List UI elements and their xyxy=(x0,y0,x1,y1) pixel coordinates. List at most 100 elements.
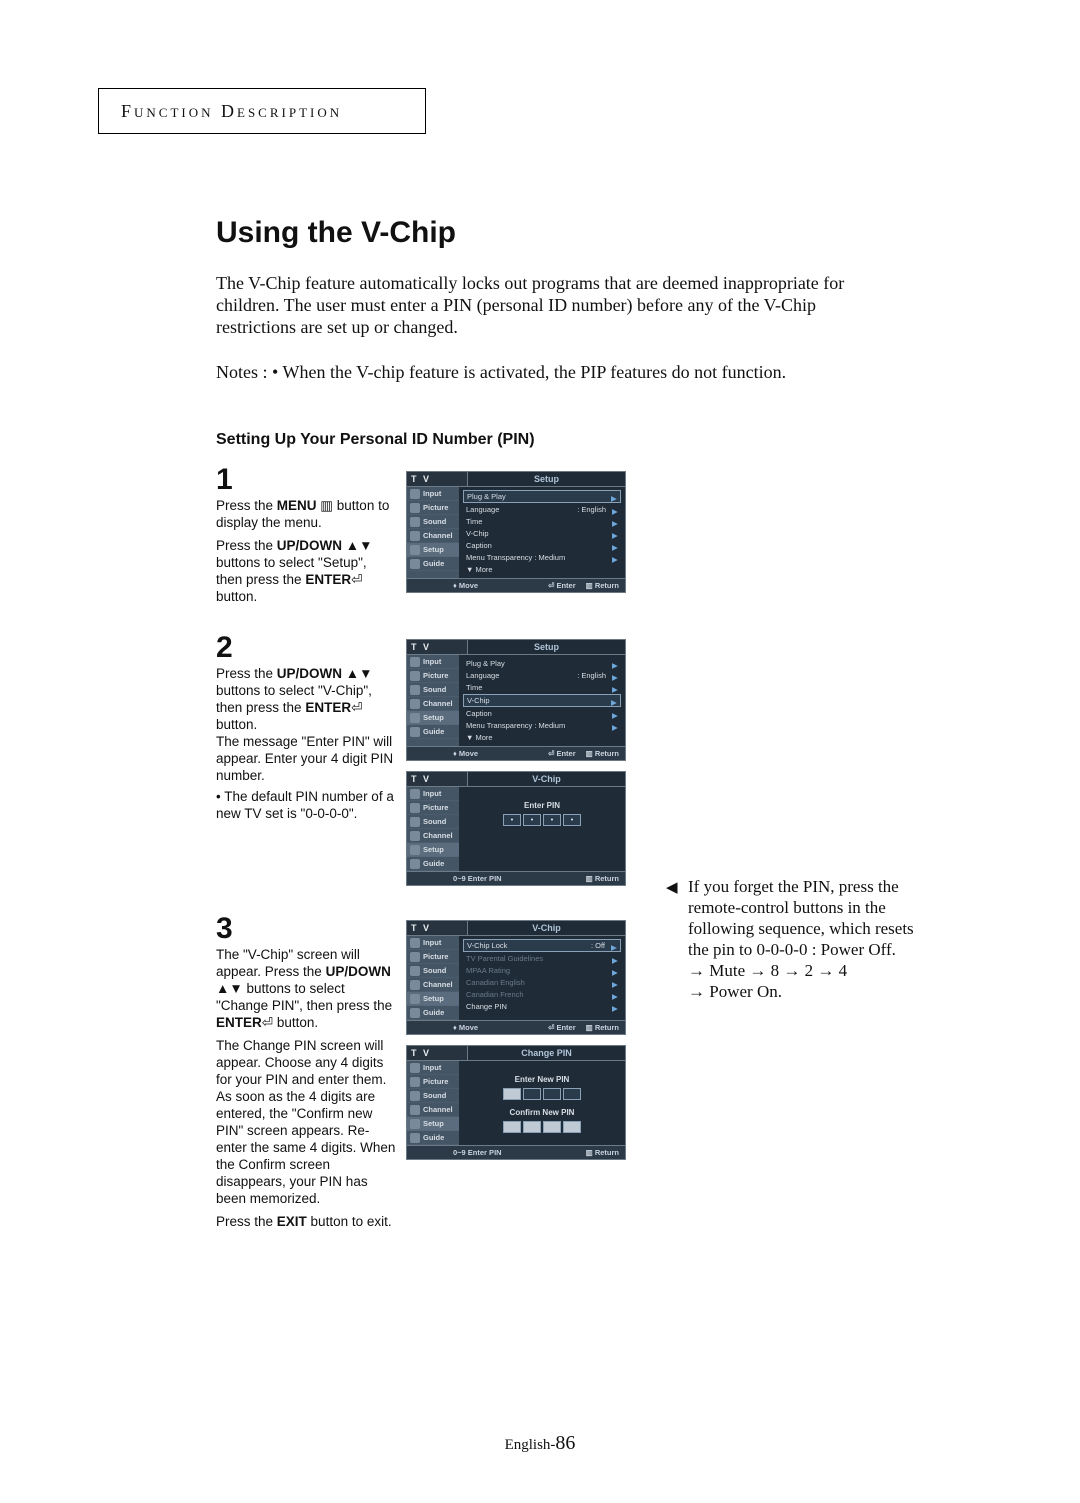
osd-side-input: Input xyxy=(407,1061,459,1075)
step-3-number: 3 xyxy=(216,914,396,944)
step-1: 1 Press the MENU ▥ button to display the… xyxy=(216,465,896,605)
osd-menu-row: V-Chip▶ xyxy=(463,694,621,707)
osd-menu-row: Canadian French▶ xyxy=(463,989,621,1000)
osd-footer: ♦ Move⏎ Enter▥ Return xyxy=(407,746,625,760)
osd-side-icon xyxy=(410,938,420,948)
arrow-right-icon: ▶ xyxy=(612,555,618,561)
osd-menu-row: Menu Transparency : Medium▶ xyxy=(463,720,621,731)
osd-side-icon xyxy=(410,980,420,990)
osd-footer: 0~9 Enter PIN▥ Return xyxy=(407,871,625,885)
pin-digit-box: • xyxy=(523,814,541,826)
function-description-box: Function Description xyxy=(98,88,426,134)
osd-titlebar: T VSetup xyxy=(407,640,625,655)
osd-side-icon xyxy=(410,713,420,723)
osd-side-icon xyxy=(410,789,420,799)
osd-side-icon xyxy=(410,966,420,976)
arrow-right-icon: ▶ xyxy=(611,494,617,500)
page-content: Using the V-Chip The V-Chip feature auto… xyxy=(216,216,896,1230)
osd-menu-row: ▼ More xyxy=(463,732,621,743)
step-2-text: 2 Press the UP/DOWN ▲▼ buttons to select… xyxy=(216,633,396,822)
osd-menu-row: Caption▶ xyxy=(463,540,621,551)
pin-digit-box xyxy=(543,1121,561,1133)
page-number: English-86 xyxy=(0,1432,1080,1455)
osd-side-setup: Setup xyxy=(407,992,459,1006)
osd-side-channel: Channel xyxy=(407,1103,459,1117)
osd-menu-row: Canadian English▶ xyxy=(463,977,621,988)
step-3-screens: T VV-ChipInputPictureSoundChannelSetupGu… xyxy=(406,914,626,1160)
step-1-p1: Press the MENU ▥ button to display the m… xyxy=(216,497,396,531)
arrow-right-icon: ▶ xyxy=(611,698,617,704)
step-1-p2: Press the UP/DOWN ▲▼ buttons to select "… xyxy=(216,537,396,605)
osd-side-icon xyxy=(410,685,420,695)
osd-change-pin: T VChange PINInputPictureSoundChannelSet… xyxy=(406,1045,626,1160)
osd-footer: 0~9 Enter PIN▥ Return xyxy=(407,1145,625,1159)
osd-setup-plugplay: T VSetupInputPictureSoundChannelSetupGui… xyxy=(406,471,626,593)
triangle-left-icon: ◀ xyxy=(666,878,682,1002)
arrow-right-icon: ▶ xyxy=(612,980,618,986)
osd-side-input: Input xyxy=(407,787,459,801)
osd-side-sound: Sound xyxy=(407,815,459,829)
osd-side-icon xyxy=(410,545,420,555)
step-1-screens: T VSetupInputPictureSoundChannelSetupGui… xyxy=(406,465,626,593)
osd-side-channel: Channel xyxy=(407,978,459,992)
osd-titlebar: T VChange PIN xyxy=(407,1046,625,1061)
osd-side-icon xyxy=(410,803,420,813)
osd-side-guide: Guide xyxy=(407,1006,459,1020)
osd-side-icon xyxy=(410,699,420,709)
osd-side-icon xyxy=(410,1077,420,1087)
arrow-right-icon: ▶ xyxy=(612,519,618,525)
arrow-right-icon: ▶ xyxy=(612,1004,618,1010)
osd-side-input: Input xyxy=(407,487,459,501)
step-2-p1: Press the UP/DOWN ▲▼ buttons to select "… xyxy=(216,665,396,733)
osd-side-picture: Picture xyxy=(407,669,459,683)
osd-menu-row: Language: English▶ xyxy=(463,670,621,681)
arrow-right-icon: ▶ xyxy=(612,685,618,691)
arrow-right-icon: ▶ xyxy=(612,956,618,962)
osd-menu-row: Time▶ xyxy=(463,682,621,693)
osd-side-sound: Sound xyxy=(407,515,459,529)
pin-digit-box: • xyxy=(503,814,521,826)
osd-side-icon xyxy=(410,1091,420,1101)
osd-side-icon xyxy=(410,489,420,499)
osd-side-channel: Channel xyxy=(407,829,459,843)
osd-menu-row: Menu Transparency : Medium▶ xyxy=(463,552,621,563)
osd-footer: ♦ Move⏎ Enter▥ Return xyxy=(407,578,625,592)
pin-digit-box xyxy=(523,1121,541,1133)
step-2: 2 Press the UP/DOWN ▲▼ buttons to select… xyxy=(216,633,896,886)
step-1-text: 1 Press the MENU ▥ button to display the… xyxy=(216,465,396,605)
osd-side-picture: Picture xyxy=(407,950,459,964)
step-2-p2: The message "Enter PIN" will appear. Ent… xyxy=(216,733,396,784)
step-2-p3: • The default PIN number of a new TV set… xyxy=(216,788,396,822)
arrow-right-icon: ▶ xyxy=(612,992,618,998)
osd-menu-row: ▼ More xyxy=(463,564,621,575)
osd-side-icon xyxy=(410,1105,420,1115)
osd-titlebar: T VSetup xyxy=(407,472,625,487)
pin-digit-box xyxy=(523,1088,541,1100)
osd-menu-row: Change PIN▶ xyxy=(463,1001,621,1012)
osd-side-icon xyxy=(410,559,420,569)
pin-digit-box: • xyxy=(563,814,581,826)
pin-digit-box xyxy=(563,1088,581,1100)
osd-menu-row: V-Chip▶ xyxy=(463,528,621,539)
step-2-number: 2 xyxy=(216,633,396,663)
osd-titlebar: T VV-Chip xyxy=(407,921,625,936)
pin-digit-box xyxy=(543,1088,561,1100)
osd-side-sound: Sound xyxy=(407,683,459,697)
osd-side-icon xyxy=(410,517,420,527)
osd-side-picture: Picture xyxy=(407,1075,459,1089)
osd-side-guide: Guide xyxy=(407,557,459,571)
osd-side-channel: Channel xyxy=(407,697,459,711)
osd-side-icon xyxy=(410,671,420,681)
arrow-right-icon: ▶ xyxy=(612,543,618,549)
osd-side-icon xyxy=(410,859,420,869)
osd-side-picture: Picture xyxy=(407,501,459,515)
osd-side-picture: Picture xyxy=(407,801,459,815)
osd-side-input: Input xyxy=(407,655,459,669)
osd-menu-row: V-Chip Lock: Off▶ xyxy=(463,939,621,952)
pin-reset-note: ◀ If you forget the PIN, press the remot… xyxy=(666,876,926,1002)
osd-side-setup: Setup xyxy=(407,843,459,857)
step-2-screens: T VSetupInputPictureSoundChannelSetupGui… xyxy=(406,633,626,886)
osd-side-setup: Setup xyxy=(407,1117,459,1131)
osd-side-icon xyxy=(410,952,420,962)
pin-digit-box xyxy=(503,1088,521,1100)
